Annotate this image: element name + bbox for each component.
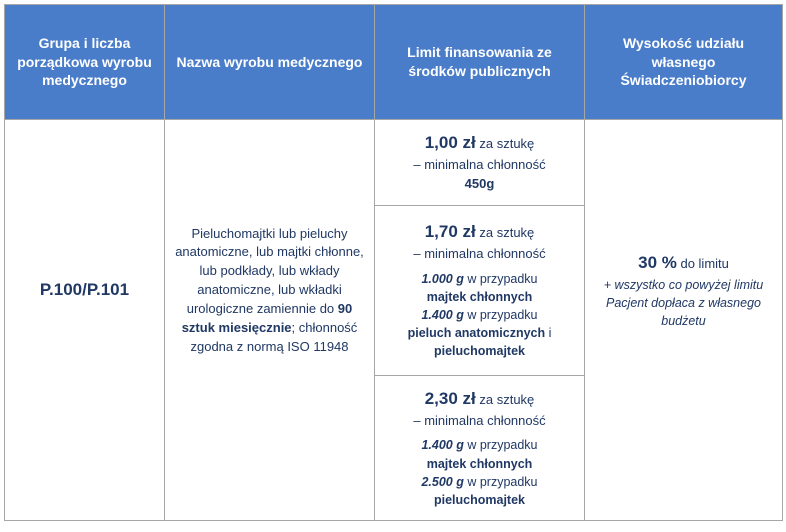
limit2-w1-case: w przypadku xyxy=(464,272,538,286)
limit2-w2-case: w przypadku xyxy=(464,308,538,322)
header-financing-limit: Limit finansowania ze środków publicznyc… xyxy=(375,5,585,120)
limit2-w2-item1: pieluch anatomicznych xyxy=(408,326,546,340)
limit1-weight: 450g xyxy=(385,175,574,194)
desc-cell-mid: Pieluchomajtki lub pieluchy anatomiczne,… xyxy=(165,206,375,376)
header-row: Grupa i liczba porządkowa wyrobu medyczn… xyxy=(5,5,783,120)
limit3-line1: 2,30 zł za sztukę xyxy=(385,387,574,412)
limit3-w1: 1.400 g xyxy=(421,438,463,452)
limit2-w1: 1.000 g xyxy=(421,272,463,286)
code-cell-top xyxy=(5,120,165,206)
limit3-price: 2,30 zł xyxy=(425,389,476,408)
limit2-per: za sztukę xyxy=(476,225,535,240)
share-percent-after: do limitu xyxy=(677,256,729,271)
limit-cell-2: 1,70 zł za sztukę – minimalna chłonność … xyxy=(375,206,585,376)
share-cell-top xyxy=(585,120,783,206)
share-note: + wszystko co powyżej limitu Pacjent dop… xyxy=(595,276,772,330)
limit2-price: 1,70 zł xyxy=(425,222,476,241)
limit-cell-1: 1,00 zł za sztukę – minimalna chłonność … xyxy=(375,120,585,206)
limit2-w2: 1.400 g xyxy=(421,308,463,322)
reimbursement-table: Grupa i liczba porządkowa wyrobu medyczn… xyxy=(4,4,783,521)
code-cell-mid: P.100/P.101 xyxy=(5,206,165,376)
limit1-line2: – minimalna chłonność xyxy=(385,156,574,175)
limit3-w2: 2.500 g xyxy=(421,475,463,489)
limit2-w2-item2: pieluchomajtek xyxy=(385,342,574,360)
limit2-w2-line: 1.400 g w przypadku xyxy=(385,306,574,324)
header-own-share: Wysokość udziału własnego Świadczeniobio… xyxy=(585,5,783,120)
limit2-w1-item: majtek chłonnych xyxy=(385,288,574,306)
limit2-w2-and: i xyxy=(545,326,551,340)
share-cell-bot xyxy=(585,376,783,521)
limit2-w2-items: pieluch anatomicznych i xyxy=(385,324,574,342)
data-row-1: 1,00 zł za sztukę – minimalna chłonność … xyxy=(5,120,783,206)
product-code: P.100/P.101 xyxy=(40,280,129,299)
header-group-code: Grupa i liczba porządkowa wyrobu medyczn… xyxy=(5,5,165,120)
header-product-name: Nazwa wyrobu medycznego xyxy=(165,5,375,120)
limit3-w1-case: w przypadku xyxy=(464,438,538,452)
data-row-3: 2,30 zł za sztukę – minimalna chłonność … xyxy=(5,376,783,521)
limit3-w2-item: pieluchomajtek xyxy=(385,491,574,509)
limit3-w1-line: 1.400 g w przypadku xyxy=(385,436,574,454)
share-cell-mid: 30 % do limitu + wszystko co powyżej lim… xyxy=(585,206,783,376)
limit2-line2: – minimalna chłonność xyxy=(385,245,574,264)
desc-cell-top xyxy=(165,120,375,206)
code-cell-bot xyxy=(5,376,165,521)
desc-cell-bot xyxy=(165,376,375,521)
limit2-line1: 1,70 zł za sztukę xyxy=(385,220,574,245)
limit-cell-3: 2,30 zł za sztukę – minimalna chłonność … xyxy=(375,376,585,521)
limit3-per: za sztukę xyxy=(476,392,535,407)
share-percent: 30 % xyxy=(638,253,677,272)
limit3-line2: – minimalna chłonność xyxy=(385,412,574,431)
desc-part1: Pieluchomajtki lub pieluchy anatomiczne,… xyxy=(175,226,364,316)
limit2-w1-line: 1.000 g w przypadku xyxy=(385,270,574,288)
share-line1: 30 % do limitu xyxy=(595,251,772,276)
limit3-w1-item: majtek chłonnych xyxy=(385,455,574,473)
limit1-price: 1,00 zł xyxy=(425,133,476,152)
data-row-2: P.100/P.101 Pieluchomajtki lub pieluchy … xyxy=(5,206,783,376)
limit3-w2-line: 2.500 g w przypadku xyxy=(385,473,574,491)
limit1-per: za sztukę xyxy=(476,136,535,151)
limit1-line1: 1,00 zł za sztukę xyxy=(385,131,574,156)
limit3-w2-case: w przypadku xyxy=(464,475,538,489)
